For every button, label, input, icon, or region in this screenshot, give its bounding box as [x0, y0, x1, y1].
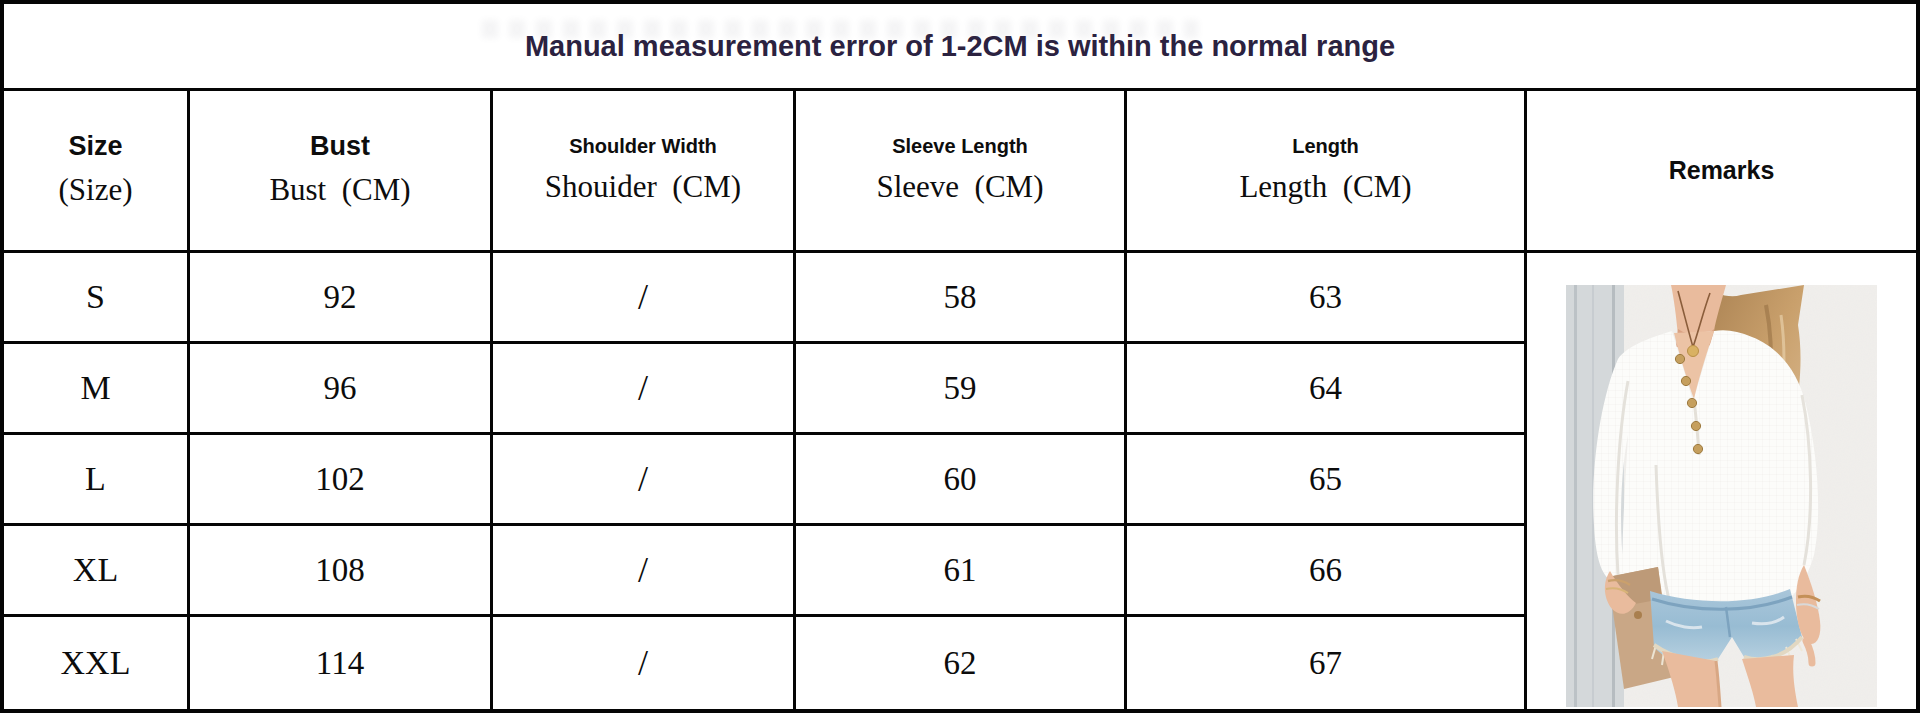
header-sleeve: Sleeve Length Sleeve (CM)	[796, 91, 1127, 253]
row-xl-bust: 108	[190, 526, 493, 617]
row-m-size: M	[4, 344, 190, 435]
row-xxl-bust: 114	[190, 617, 493, 709]
header-remarks: Remarks	[1527, 91, 1916, 253]
header-remarks-label: Remarks	[1669, 156, 1775, 185]
row-xxl-shoulder: /	[493, 617, 796, 709]
header-length: Length Length (CM)	[1127, 91, 1527, 253]
row-s-bust: 92	[190, 253, 493, 344]
row-l-size: L	[4, 435, 190, 526]
size-chart-image: Manual measurement error of 1-2CM is wit…	[0, 0, 1920, 713]
row-s-size: S	[4, 253, 190, 344]
row-xl-length: 66	[1127, 526, 1527, 617]
header-size: Size (Size)	[4, 91, 190, 253]
size-chart-table: Manual measurement error of 1-2CM is wit…	[0, 0, 1920, 713]
row-m-length: 64	[1127, 344, 1527, 435]
header-shoulder: Shoulder Width Shouider (CM)	[493, 91, 796, 253]
header-sleeve-label: Sleeve Length	[892, 136, 1028, 157]
row-m-shoulder: /	[493, 344, 796, 435]
row-m-sleeve: 59	[796, 344, 1127, 435]
row-xl-sleeve: 61	[796, 526, 1127, 617]
header-size-sub: (Size)	[58, 174, 132, 205]
header-bust-sub: Bust (CM)	[269, 174, 410, 205]
row-xl-shoulder: /	[493, 526, 796, 617]
remarks-cell	[1527, 253, 1916, 709]
remarks-photo	[1566, 285, 1877, 707]
row-xl-size: XL	[4, 526, 190, 617]
row-xxl-size: XXL	[4, 617, 190, 709]
row-xxl-length: 67	[1127, 617, 1527, 709]
header-length-sub: Length (CM)	[1239, 171, 1411, 202]
header-length-label: Length	[1292, 136, 1359, 157]
measurement-note-title: Manual measurement error of 1-2CM is wit…	[525, 30, 1395, 63]
row-l-shoulder: /	[493, 435, 796, 526]
header-bust-label: Bust	[310, 132, 370, 160]
header-bust: Bust Bust (CM)	[190, 91, 493, 253]
row-l-length: 65	[1127, 435, 1527, 526]
row-s-shoulder: /	[493, 253, 796, 344]
header-shoulder-sub: Shouider (CM)	[545, 171, 741, 202]
table-title-cell: Manual measurement error of 1-2CM is wit…	[4, 4, 1916, 91]
header-size-label: Size	[68, 132, 122, 160]
row-s-length: 63	[1127, 253, 1527, 344]
row-l-sleeve: 60	[796, 435, 1127, 526]
row-m-bust: 96	[190, 344, 493, 435]
row-l-bust: 102	[190, 435, 493, 526]
header-shoulder-label: Shoulder Width	[569, 136, 717, 157]
row-xxl-sleeve: 62	[796, 617, 1127, 709]
header-sleeve-sub: Sleeve (CM)	[876, 171, 1043, 202]
row-s-sleeve: 58	[796, 253, 1127, 344]
